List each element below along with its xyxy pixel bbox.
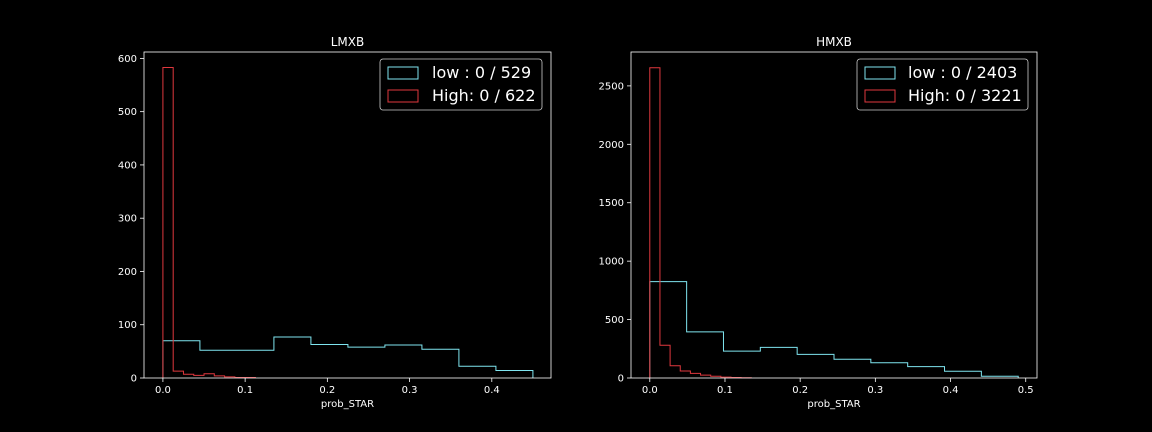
y-tick-label: 400 — [118, 160, 137, 171]
y-tick-label: 500 — [118, 107, 137, 118]
chart-title: LMXB — [331, 35, 365, 49]
axes-frame — [143, 51, 552, 379]
histogram-series-high — [649, 67, 752, 379]
x-tick-label: 0.3 — [402, 385, 418, 396]
legend-swatch-high — [387, 89, 419, 103]
x-axis-label: prob_STAR — [807, 399, 860, 410]
chart-panel-lmxb: 0.0 0.1 0.2 0.3 0.4 0 100 200 300 400 500 600 LMXB… — [118, 35, 552, 410]
x-tick-label: 0.3 — [867, 385, 883, 396]
y-tick-label: 1000 — [599, 257, 624, 268]
x-axis-ticks: 0.0 0.1 0.2 0.3 0.4 — [155, 378, 500, 396]
y-tick-label: 100 — [118, 320, 137, 331]
axes-frame — [630, 51, 1038, 379]
y-tick-label: 200 — [118, 267, 137, 278]
legend-label-high: High: 0 / 3221 — [908, 86, 1022, 105]
legend-swatch-high — [864, 89, 896, 103]
histogram-series-group — [649, 67, 1019, 379]
legend-swatch-low — [864, 66, 896, 80]
y-tick-label: 1500 — [599, 198, 624, 209]
y-axis-ticks: 0 500 1000 1500 2000 2500 — [599, 81, 631, 385]
y-tick-label: 300 — [118, 214, 137, 225]
histogram-series-group — [162, 66, 534, 378]
x-tick-label: 0.0 — [642, 385, 658, 396]
histogram-series-low — [162, 336, 534, 378]
x-tick-label: 0.2 — [792, 385, 808, 396]
legend: low : 0 / 529 High: 0 / 622 — [379, 58, 543, 111]
y-tick-label: 2000 — [599, 140, 624, 151]
x-axis-label: prob_STAR — [321, 399, 374, 410]
x-tick-label: 0.0 — [155, 385, 171, 396]
legend-swatch-low — [387, 66, 419, 80]
legend-box — [379, 58, 543, 111]
chart-panel-hmxb: 0.0 0.1 0.2 0.3 0.4 0.5 05001000150020002500 … — [599, 35, 1038, 410]
chart-title: HMXB — [816, 35, 852, 49]
y-tick-label: 600 — [118, 54, 137, 65]
x-tick-label: 0.4 — [943, 385, 959, 396]
y-tick-label: 500 — [605, 315, 624, 326]
x-tick-label: 0.1 — [237, 385, 253, 396]
histogram-series-high — [162, 66, 256, 378]
x-tick-label: 0.4 — [484, 385, 500, 396]
histogram-series-low — [649, 281, 1019, 378]
x-tick-label: 0.1 — [717, 385, 733, 396]
legend-label-low: low : 0 / 529 — [432, 63, 531, 82]
y-tick-label: 0 — [131, 374, 137, 385]
x-axis-ticks: 0.0 0.1 0.2 0.3 0.4 0.5 — [642, 378, 1034, 396]
y-tick-label: 0 — [618, 374, 624, 385]
x-tick-label: 0.2 — [319, 385, 335, 396]
legend-label-low: low : 0 / 2403 — [908, 63, 1017, 82]
y-axis-ticks: 0 100 200 300 400 500 600 — [118, 54, 144, 385]
x-tick-label: 0.5 — [1018, 385, 1034, 396]
legend-box — [856, 58, 1029, 111]
legend-label-high: High: 0 / 622 — [432, 86, 536, 105]
y-tick-label: 2500 — [599, 81, 624, 92]
legend: low : 0 / 2403 High: 0 / 3221 — [856, 58, 1029, 111]
